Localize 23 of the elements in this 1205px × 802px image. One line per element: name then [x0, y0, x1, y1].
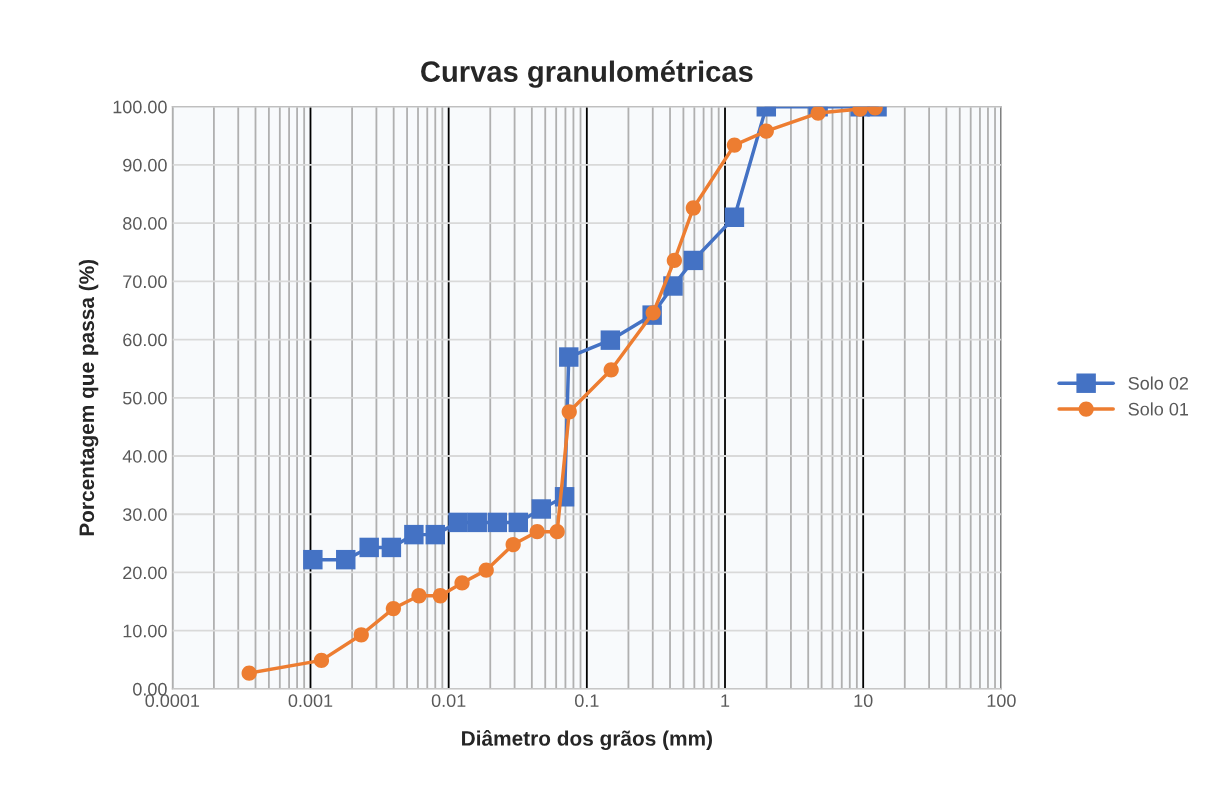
y-tick-label: 80.00 [123, 217, 167, 230]
x-tick-label: 0.1 [574, 694, 599, 708]
x-tick-label: 0.01 [431, 694, 466, 708]
y-tick-label: 60.00 [123, 333, 167, 347]
y-tick-label: 100.00 [113, 100, 167, 114]
y-tick-label: 10.00 [123, 624, 167, 638]
y-tick-label: 20.00 [123, 566, 167, 580]
y-tick-label: 40.00 [122, 449, 167, 463]
y-tick-label: 70.00 [123, 275, 167, 289]
x-tick-label: 0.001 [288, 694, 333, 708]
y-axis-title: Porcentagem que passa (%) [78, 259, 99, 536]
chart-title: Curvas granulométricas [421, 60, 753, 88]
x-tick-label: 100 [987, 694, 1016, 708]
x-axis-title: Diâmetro dos grãos (mm) [462, 730, 712, 751]
x-tick-label: 0.0001 [145, 694, 200, 708]
y-tick-label: 30.00 [122, 508, 167, 521]
legend-label: Solo 02 [1128, 376, 1188, 390]
y-tick-label: 90.00 [123, 158, 167, 172]
x-tick-label: 1 [721, 694, 730, 707]
x-tick-label: 10 [854, 694, 873, 708]
y-tick-label: 0.00 [133, 682, 167, 696]
legend-label: Solo 01 [1128, 402, 1189, 416]
y-tick-label: 50.00 [123, 391, 167, 405]
